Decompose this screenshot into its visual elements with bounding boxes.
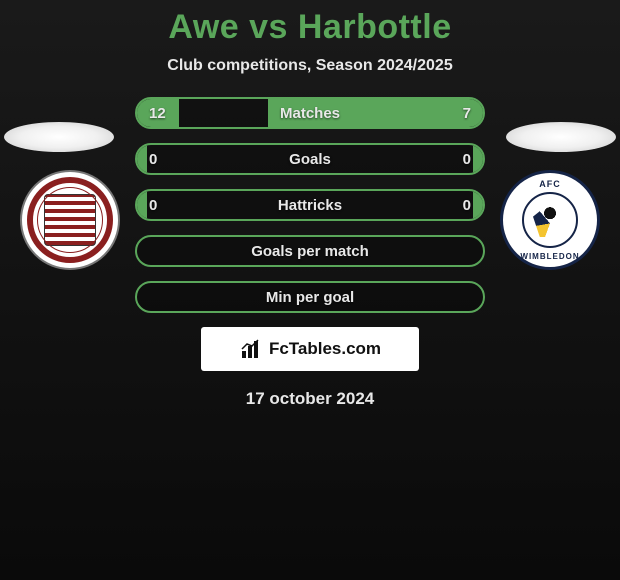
- stats-column: 127Matches 00Goals 00Hattricks Goals per ma…: [135, 97, 485, 313]
- stat-label: Goals: [137, 145, 483, 173]
- stat-label: Goals per match: [137, 237, 483, 265]
- club-badge-icon: [20, 170, 120, 270]
- attribution-text: FcTables.com: [269, 339, 381, 359]
- right-player-ellipse: [506, 122, 616, 152]
- stat-label: Hattricks: [137, 191, 483, 219]
- page-title: Awe vs Harbottle: [0, 0, 620, 47]
- stat-row: 00Hattricks: [135, 189, 485, 221]
- right-club-badge: AFC WIMBLEDON: [500, 170, 600, 270]
- date-line: 17 october 2024: [0, 389, 620, 409]
- stat-row: Goals per match: [135, 235, 485, 267]
- stat-row: 127Matches: [135, 97, 485, 129]
- club-badge-icon: AFC WIMBLEDON: [500, 170, 600, 270]
- bar-chart-icon: [239, 337, 263, 361]
- stat-row: 00Goals: [135, 143, 485, 175]
- left-club-badge: [20, 170, 120, 270]
- stat-label: Min per goal: [137, 283, 483, 311]
- left-player-ellipse: [4, 122, 114, 152]
- stat-label: Matches: [137, 99, 483, 127]
- subtitle: Club competitions, Season 2024/2025: [0, 57, 620, 75]
- stat-row: Min per goal: [135, 281, 485, 313]
- attribution-badge: FcTables.com: [201, 327, 419, 371]
